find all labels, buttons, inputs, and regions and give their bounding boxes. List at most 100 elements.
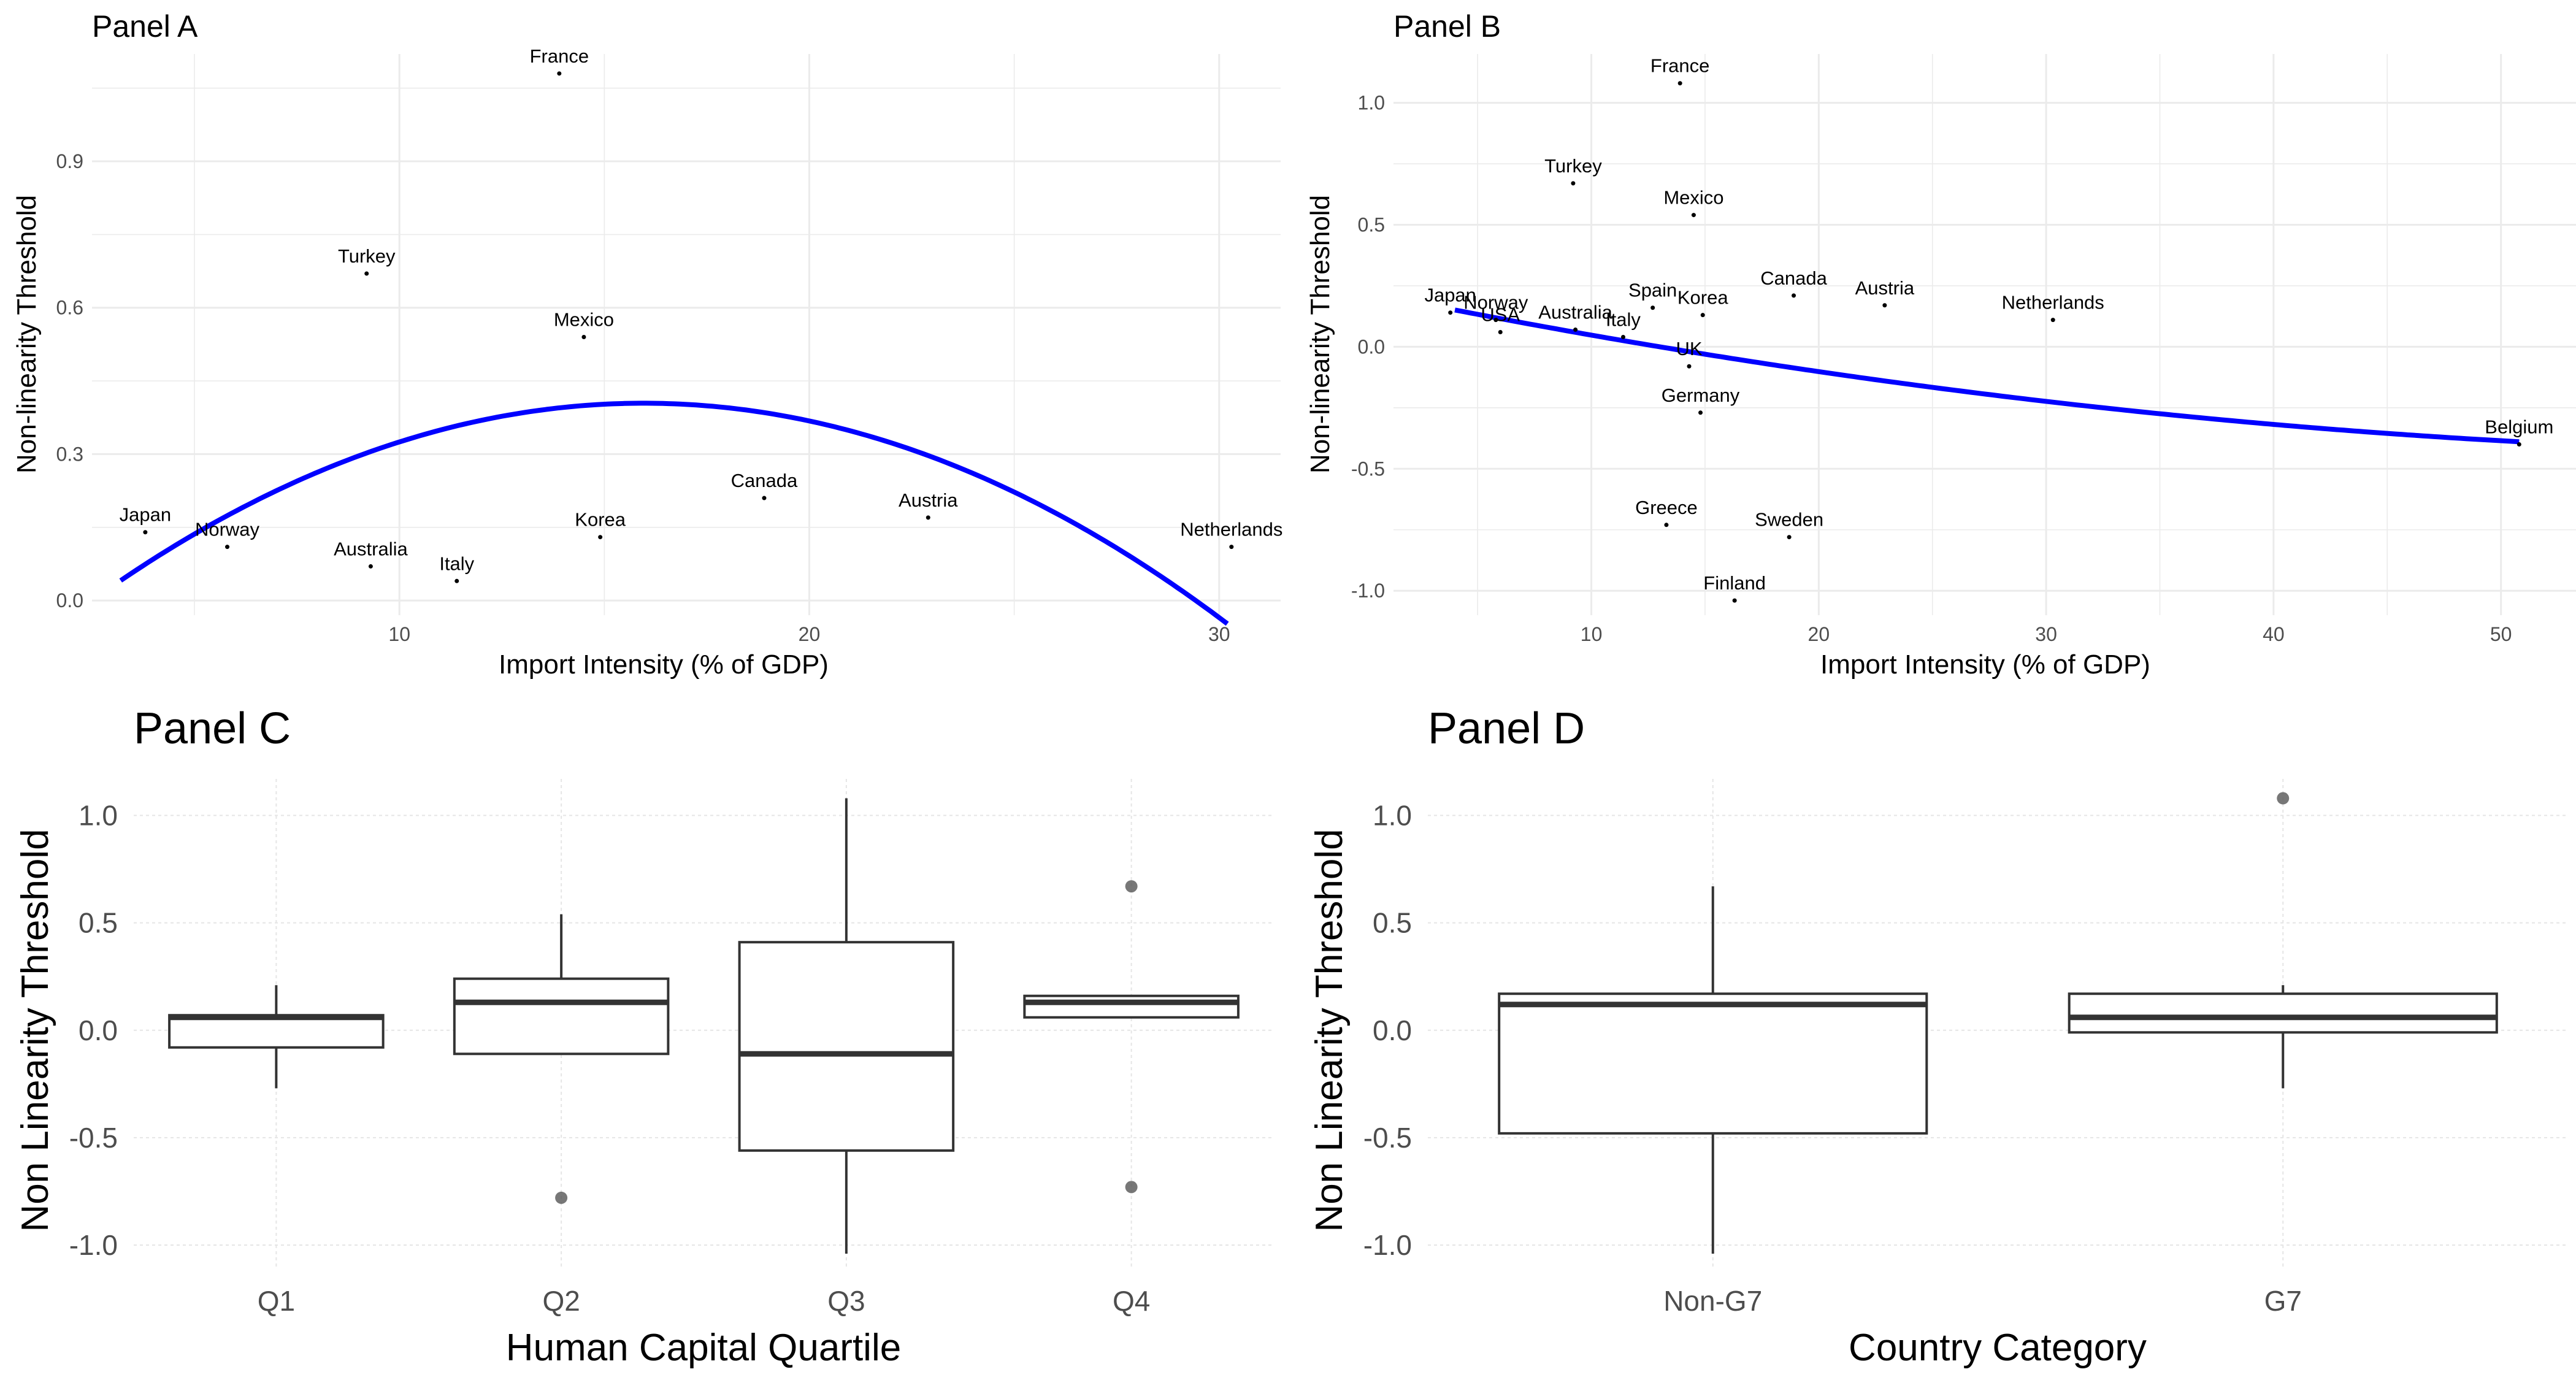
panel-d-tick-labels: -1.0 -0.5 0.0 0.5 1.0 Non-G7 G7 [1363, 800, 2302, 1317]
panel-b-y-tick-label: 1.0 [1358, 92, 1385, 114]
panel-b-point [1732, 598, 1737, 603]
panel-b-point [2050, 318, 2055, 323]
panel-c-y-label: Non Linearity Threshold [14, 829, 56, 1232]
panel-b-x-tick-label: 10 [1581, 623, 1603, 645]
panel-a-point-label: France [530, 45, 589, 67]
panel-b-point-label: France [1650, 55, 1709, 77]
panel-c-outlier [1125, 1181, 1138, 1194]
panel-a-x-tick-label: 30 [1208, 623, 1230, 645]
panel-d-y-tick-label: 0.5 [1373, 907, 1412, 939]
panel-b-point-label: Sweden [1755, 509, 1823, 531]
panel-a-point [1229, 545, 1234, 550]
panel-a-title: Panel A [92, 9, 198, 44]
panel-a-point-label: Italy [439, 553, 474, 574]
panel-a-point [598, 535, 603, 540]
panel-d-y-tick-label: -0.5 [1363, 1122, 1412, 1154]
panel-b-point-label: Norway [1463, 292, 1528, 313]
panel-b-y-tick-label: 0.5 [1358, 213, 1385, 236]
panel-b: Panel B 10 20 30 40 50 -1.0 -0.5 0.0 0.5 1.0 Fran… [1305, 9, 2576, 680]
panel-a-point-label: Japan [120, 504, 171, 526]
panel-c-x-tick-label: Q1 [258, 1285, 295, 1317]
panel-a-y-tick-label: 0.3 [56, 443, 83, 465]
panel-b-point-label: Mexico [1663, 187, 1723, 209]
panel-d-outlier [2277, 792, 2290, 805]
panel-b-fit-curve [1454, 307, 2520, 445]
panel-a-point [926, 515, 930, 520]
panel-d-y-tick-label: 1.0 [1373, 800, 1412, 832]
panel-b-point-label: Italy [1606, 309, 1641, 330]
panel-d-boxes [1498, 792, 2498, 1254]
panel-c-boxes [168, 798, 1240, 1254]
panel-b-point-label: UK [1676, 338, 1702, 359]
panel-a-point-label: Netherlands [1180, 519, 1282, 540]
panel-b-point-label: Germany [1662, 385, 1740, 406]
panel-b-point [1664, 523, 1669, 527]
panel-a-point [225, 545, 230, 550]
panel-c-y-tick-label: 1.0 [79, 800, 118, 832]
panel-d-x-label: Country Category [1849, 1327, 2147, 1369]
panel-c-x-tick-label: Q2 [542, 1285, 580, 1317]
panel-a-grid [92, 54, 1281, 615]
panel-d: Panel D -1.0 -0.5 0.0 0.5 1.0 Non-G7 G7 Countr… [1308, 704, 2568, 1369]
panel-b-point [1687, 364, 1692, 369]
panel-b-point [1882, 303, 1887, 308]
panel-b-point [1571, 181, 1576, 186]
panel-a-x-tick-label: 10 [388, 623, 410, 645]
panel-b-tick-labels: 10 20 30 40 50 -1.0 -0.5 0.0 0.5 1.0 [1351, 92, 2512, 645]
panel-b-point-label: Spain [1628, 280, 1677, 301]
panel-c-box [738, 941, 955, 1152]
panel-a-point-label: Turkey [338, 245, 396, 267]
panel-b-fit-line [1454, 307, 2520, 445]
panel-b-y-tick-label: -0.5 [1351, 458, 1385, 480]
panel-a-x-tick-label: 20 [799, 623, 821, 645]
panel-b-title: Panel B [1393, 9, 1501, 44]
panel-b-point [1677, 81, 1682, 86]
panel-c-x-tick-label: Q3 [827, 1285, 865, 1317]
panel-a-fit-curve [119, 401, 1229, 626]
panel-c-title: Panel C [134, 704, 291, 753]
panel-c-box [1023, 994, 1240, 1019]
panel-c-tick-labels: -1.0 -0.5 0.0 0.5 1.0 Q1 Q2 Q3 Q4 [69, 800, 1151, 1317]
panel-b-x-tick-label: 30 [2035, 623, 2057, 645]
panel-b-point-label: Korea [1677, 287, 1728, 309]
panel-a-point-label: Australia [334, 538, 408, 559]
panel-b-x-label: Import Intensity (% of GDP) [1820, 650, 2150, 680]
panel-c: Panel C -1.0 -0.5 0.0 0.5 1.0 Q1 Q2 Q3 Q4 Human … [14, 704, 1274, 1369]
panel-d-x-tick-label: Non-G7 [1663, 1285, 1762, 1317]
panel-b-grid [1393, 54, 2576, 615]
panel-b-point [1620, 334, 1625, 339]
panel-a-point-label: Austria [899, 489, 958, 511]
panel-d-y-tick-label: 0.0 [1373, 1014, 1412, 1046]
panel-b-point-label: Canada [1760, 267, 1827, 289]
panel-a-point [557, 71, 562, 76]
panel-c-x-tick-label: Q4 [1113, 1285, 1150, 1317]
panel-d-box [1498, 992, 1928, 1135]
panel-a-point [454, 578, 459, 583]
panel-d-y-tick-label: -1.0 [1363, 1229, 1412, 1261]
panel-a-points: France Turkey Mexico Canada Austria Netherlan… [120, 45, 1282, 583]
panel-a-point-label: Mexico [554, 309, 614, 330]
panel-b-point [1493, 318, 1498, 323]
panel-a-point-label: Korea [575, 509, 626, 531]
panel-b-point [1498, 330, 1503, 335]
panel-a-point-label: Canada [731, 470, 798, 491]
panel-a: Panel A 10 20 30 0.0 0.3 0.6 0.9 France Turkey M… [12, 9, 1282, 680]
panel-a-point [364, 271, 369, 276]
panel-c-x-label: Human Capital Quartile [506, 1327, 901, 1369]
panel-b-point [1448, 310, 1453, 315]
panel-b-point-label: Finland [1703, 572, 1766, 594]
panel-b-point-label: Turkey [1544, 155, 1602, 177]
panel-c-y-tick-label: -0.5 [69, 1122, 118, 1154]
panel-a-point-label: Norway [195, 519, 260, 540]
panel-b-point-label: Australia [1538, 302, 1612, 323]
panel-d-x-tick-label: G7 [2264, 1285, 2302, 1317]
panel-b-point-label: Austria [1855, 277, 1915, 299]
panel-b-point-label: USA [1481, 304, 1520, 326]
panel-a-point [581, 334, 586, 339]
panel-b-points: France Turkey Mexico Canada Austria Netherlan… [1424, 55, 2553, 603]
panel-a-point [368, 564, 373, 569]
panel-a-y-tick-label: 0.6 [56, 297, 83, 319]
panel-a-y-tick-label: 0.9 [56, 150, 83, 172]
panel-d-box [2068, 992, 2498, 1034]
